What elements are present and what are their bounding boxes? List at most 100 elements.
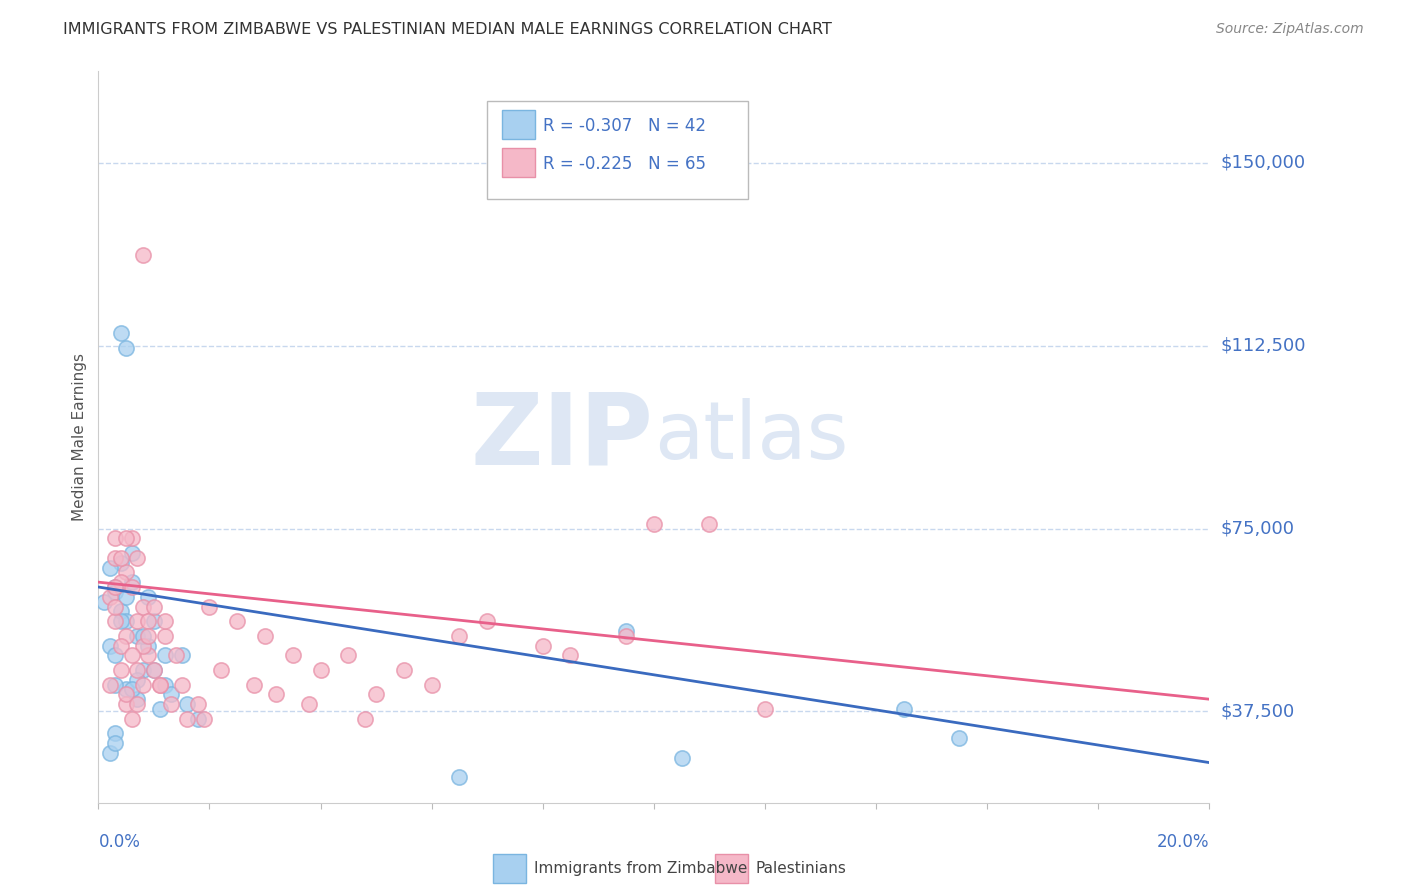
Point (420, 677, 443, 691)
Point (110, 550, 132, 565)
Point (110, 326, 132, 341)
Text: $150,000: $150,000 (1220, 153, 1305, 172)
Point (893, 702, 915, 716)
Point (121, 575, 143, 590)
Point (138, 629, 160, 643)
Text: IMMIGRANTS FROM ZIMBABWE VS PALESTINIAN MEDIAN MALE EARNINGS CORRELATION CHART: IMMIGRANTS FROM ZIMBABWE VS PALESTINIAN … (63, 22, 832, 37)
Point (110, 639, 132, 653)
Point (115, 566, 138, 580)
Point (121, 682, 143, 697)
Point (253, 629, 276, 643)
Point (98, 590, 121, 604)
Text: 20.0%: 20.0% (1157, 833, 1209, 851)
Point (104, 736, 127, 750)
Point (226, 614, 249, 628)
Point (176, 712, 198, 726)
Point (170, 677, 193, 691)
Point (198, 599, 221, 614)
Point (243, 677, 266, 691)
Point (560, 648, 582, 663)
Point (127, 614, 149, 628)
Point (148, 702, 170, 716)
Point (104, 580, 127, 594)
Point (104, 614, 127, 628)
Point (153, 677, 176, 691)
Point (264, 687, 287, 701)
Point (121, 712, 143, 726)
Point (121, 546, 143, 560)
Point (132, 599, 155, 614)
FancyBboxPatch shape (492, 854, 526, 883)
Point (127, 697, 149, 711)
Point (699, 516, 721, 531)
Point (159, 697, 181, 711)
Point (115, 687, 138, 701)
Point (153, 614, 176, 628)
Point (98, 677, 121, 691)
Point (143, 663, 166, 677)
FancyBboxPatch shape (714, 854, 748, 883)
Text: 0.0%: 0.0% (98, 833, 141, 851)
Point (193, 712, 215, 726)
Point (132, 248, 155, 262)
Point (127, 629, 149, 643)
Point (110, 575, 132, 590)
Point (143, 599, 166, 614)
Point (643, 516, 665, 531)
Point (143, 663, 166, 677)
Point (104, 648, 127, 663)
Point (143, 614, 166, 628)
Point (159, 687, 181, 701)
Point (337, 648, 360, 663)
Point (115, 590, 138, 604)
Point (104, 550, 127, 565)
Point (309, 663, 332, 677)
Point (110, 556, 132, 570)
Y-axis label: Median Male Earnings: Median Male Earnings (72, 353, 87, 521)
Point (366, 687, 388, 701)
Text: Immigrants from Zimbabwe: Immigrants from Zimbabwe (534, 861, 747, 876)
Point (614, 629, 637, 643)
Point (754, 702, 776, 716)
Point (138, 648, 160, 663)
Point (153, 629, 176, 643)
Point (298, 697, 321, 711)
Point (475, 614, 499, 628)
Point (98, 746, 121, 760)
Point (187, 712, 209, 726)
Point (93, 594, 115, 608)
Point (104, 599, 127, 614)
Point (671, 750, 693, 764)
Point (115, 341, 138, 355)
Text: $37,500: $37,500 (1220, 702, 1295, 721)
Point (449, 629, 471, 643)
Point (165, 648, 187, 663)
Text: Source: ZipAtlas.com: Source: ZipAtlas.com (1216, 22, 1364, 37)
Point (138, 639, 160, 653)
Point (115, 629, 138, 643)
Text: $75,000: $75,000 (1220, 519, 1295, 538)
FancyBboxPatch shape (502, 148, 534, 178)
Point (132, 677, 155, 691)
Point (132, 663, 155, 677)
Point (121, 580, 143, 594)
Point (127, 550, 149, 565)
Point (110, 614, 132, 628)
Point (170, 648, 193, 663)
Text: atlas: atlas (654, 398, 848, 476)
FancyBboxPatch shape (486, 101, 748, 200)
Point (148, 677, 170, 691)
Point (948, 731, 970, 746)
Point (127, 692, 149, 706)
Point (121, 531, 143, 545)
Point (110, 663, 132, 677)
Text: R = -0.225   N = 65: R = -0.225 N = 65 (543, 155, 706, 173)
Point (132, 639, 155, 653)
Point (115, 697, 138, 711)
Point (138, 614, 160, 628)
Text: ZIP: ZIP (471, 389, 654, 485)
FancyBboxPatch shape (502, 110, 534, 139)
Point (115, 531, 138, 545)
Point (209, 663, 232, 677)
Point (127, 663, 149, 677)
